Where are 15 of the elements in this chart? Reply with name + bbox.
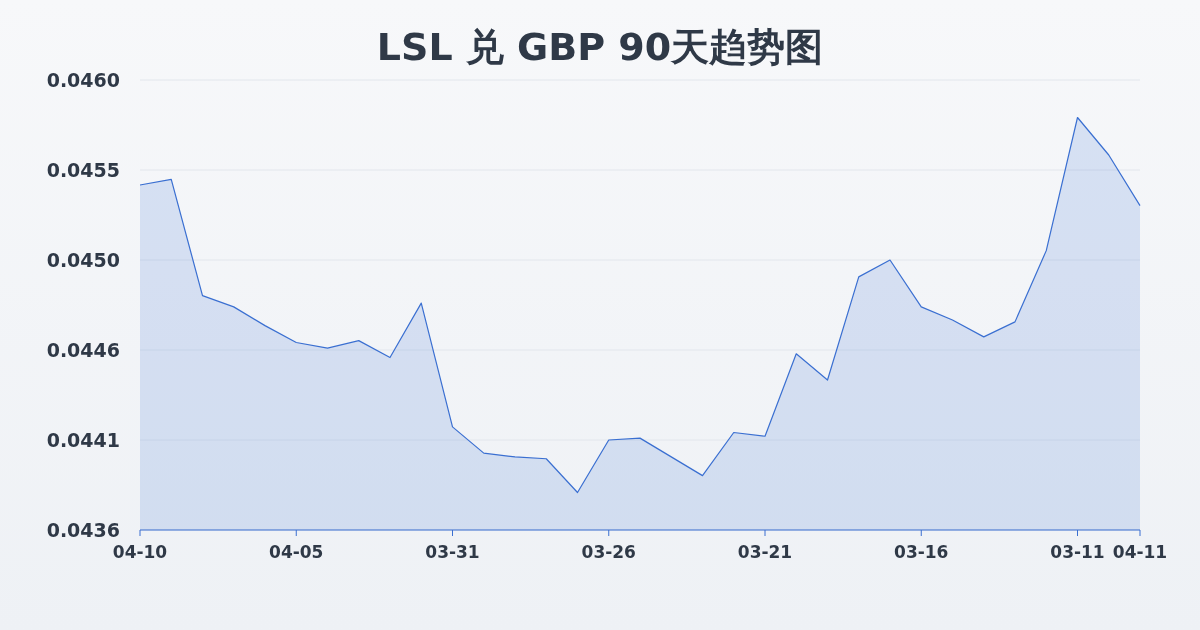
chart-title: LSL 兑 GBP 90天趋势图	[376, 25, 824, 69]
y-tick-label: 0.0446	[46, 339, 120, 361]
x-tick-label: 03-31	[425, 542, 480, 562]
y-tick-label: 0.0441	[46, 429, 120, 451]
y-tick-label: 0.0455	[46, 159, 120, 181]
x-tick-label: 04-05	[269, 542, 324, 562]
x-tick-label: 03-16	[894, 542, 949, 562]
y-tick-label: 0.0460	[46, 69, 120, 91]
x-tick-label: 04-11	[1112, 542, 1168, 562]
x-tick-label: 03-26	[581, 542, 636, 562]
x-tick-label: 03-21	[737, 542, 793, 562]
x-tick-label: 03-11	[1050, 542, 1105, 562]
y-tick-label: 0.0436	[46, 519, 120, 541]
x-tick-label: 04-10	[112, 542, 168, 562]
y-tick-label: 0.0450	[46, 249, 120, 271]
